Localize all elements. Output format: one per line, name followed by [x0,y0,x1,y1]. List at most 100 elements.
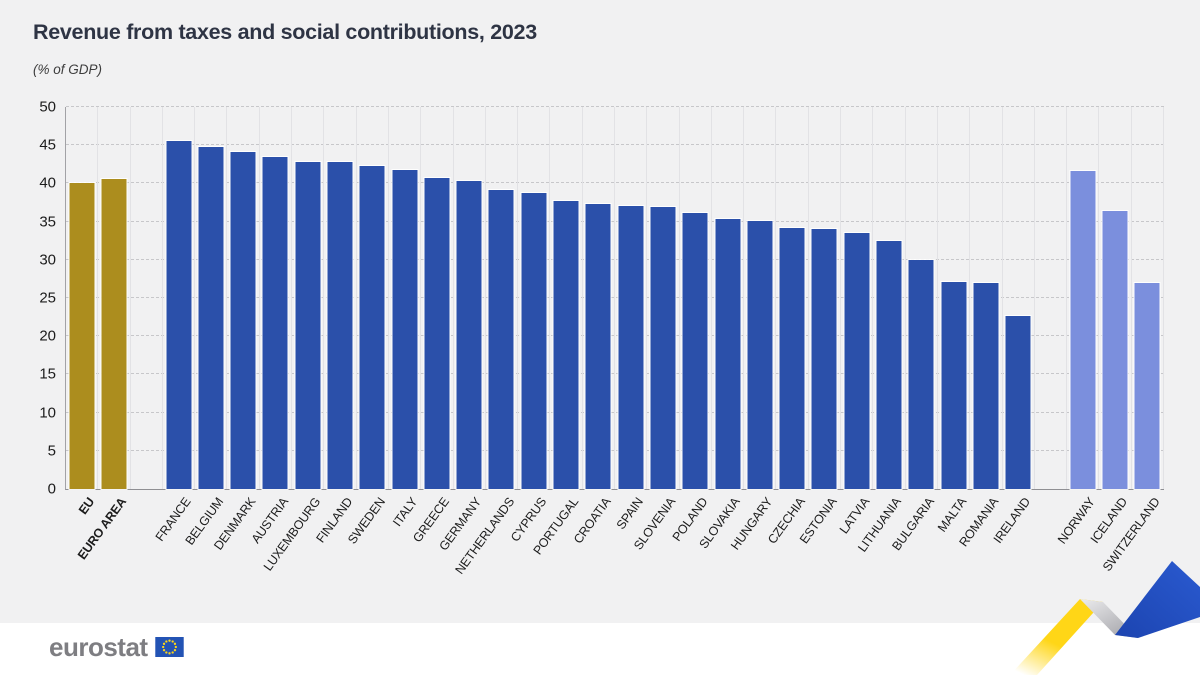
chart-title: Revenue from taxes and social contributi… [33,20,537,44]
bar-column-netherlands: NETHERLANDS [452,107,519,577]
bar-portugal [552,199,580,491]
y-tick-label-50: 50 [39,98,56,116]
gridline-45 [66,144,1164,146]
plot-area: EU EURO AREA FRANCE BELGIUM DENMARK AUSTRIA LU… [65,106,1164,577]
y-tick-label-30: 30 [39,251,56,269]
bar-column-latvia: LATVIA [837,107,874,536]
bar-denmark [229,151,257,490]
footer-band [0,623,1200,675]
bar-column-croatia: CROATIA [571,107,615,546]
x-tick-label-eu: EU [75,495,97,517]
bar-column-cyprus: CYPRUS [508,107,551,544]
gridline-10 [66,411,1164,413]
gridline-35 [66,220,1164,222]
bar-column-italy: ITALY [389,107,422,529]
bar-bulgaria [907,258,935,491]
gridline-5 [66,449,1164,451]
bar-germany [455,180,483,490]
y-tick-label-20: 20 [39,327,56,345]
bar-column-slovakia: SLOVAKIA [697,107,745,551]
bar-luxembourg [294,161,322,490]
bar-croatia [584,203,612,490]
bar-column-belgium: BELGIUM [183,107,228,548]
bar-column-slovenia: SLOVENIA [631,107,680,553]
bar-column-euro-area: EURO AREA [75,107,131,562]
bar-sweden [358,164,386,491]
bar-austria [261,155,289,491]
bar-estonia [810,228,838,490]
bar-netherlands [487,189,515,490]
eurostat-logo-text: eurostat [49,632,148,662]
y-tick-label-40: 40 [39,174,56,192]
y-tick-label-45: 45 [39,136,56,154]
x-tick-label-italy: ITALY [389,495,420,530]
bar-column-eu: EU [66,107,99,517]
bar-latvia [843,232,871,490]
bar-slovakia [714,217,742,491]
eurostat-logo: eurostat [49,634,184,660]
bar-column-iceland: ICELAND [1088,107,1132,546]
chart-subtitle: (% of GDP) [33,62,103,77]
eurostat-ribbon-graphic [1010,561,1200,675]
bar-column-luxembourg: LUXEMBOURG [261,107,325,574]
y-tick-label-0: 0 [47,480,56,498]
bar-malta [940,280,968,491]
bar-finland [326,161,354,490]
bar-eu [68,182,96,490]
gridline-20 [66,335,1164,337]
spacer-column [131,107,163,489]
bar-column-germany: GERMANY [437,107,486,553]
bar-cyprus [520,191,548,491]
bar-belgium [197,145,225,491]
bar-column-greece: GREECE [411,107,454,545]
bar-france [165,139,193,491]
bar-column-malta: MALTA [935,107,971,535]
y-tick-label-10: 10 [39,404,56,422]
bar-column-romania: ROMANIA [956,107,1003,549]
bar-italy [391,169,419,490]
bar-slovenia [649,206,677,490]
gridline-30 [66,258,1164,260]
bar-poland [681,212,709,490]
bar-column-austria: AUSTRIA [248,107,293,546]
bar-spain [617,205,645,490]
bar-column-portugal: PORTUGAL [531,107,583,557]
bar-column-france: FRANCE [153,107,196,544]
bar-column-estonia: ESTONIA [797,107,842,546]
ribbon-blue-segment [1115,561,1200,638]
gridline-25 [66,297,1164,298]
bar-greece [423,177,451,490]
bar-column-denmark: DENMARK [211,107,260,553]
y-tick-label-15: 15 [39,365,56,383]
bar-column-hungary: HUNGARY [728,107,777,552]
bar-czechia [778,227,806,490]
bar-column-lithuania: LITHUANIA [856,107,906,555]
bar-column-bulgaria: BULGARIA [889,107,938,553]
bar-column-sweden: SWEDEN [345,107,389,547]
bar-ireland [1004,314,1032,491]
bar-column-poland: POLAND [670,107,712,544]
bar-switzerland [1133,281,1161,491]
y-tick-label-25: 25 [39,289,56,307]
spacer-column [1035,107,1068,489]
y-axis-labels: 0 5 10 15 20 25 30 35 40 45 50 [0,99,56,498]
bar-column-spain: SPAIN [614,107,648,532]
bar-euro-area [100,177,128,491]
gridline-40 [66,182,1164,184]
bar-column-ireland: IRELAND [991,107,1035,546]
y-tick-label-5: 5 [47,442,56,460]
bar-column-czechia: CZECHIA [765,107,809,546]
bar-norway [1069,170,1097,490]
y-tick-label-35: 35 [39,213,56,231]
bar-column-switzerland: SWITZERLAND [1100,107,1164,574]
bar-column-finland: FINLAND [313,107,357,545]
ribbon-yellow-segment [1010,599,1103,675]
bar-iceland [1101,209,1129,491]
x-tick-label-spain: SPAIN [613,495,646,533]
gridline-50 [66,106,1164,107]
bar-romania [972,281,1000,491]
eu-flag-icon [154,637,184,657]
bar-hungary [746,219,774,491]
gridline-15 [66,373,1164,375]
